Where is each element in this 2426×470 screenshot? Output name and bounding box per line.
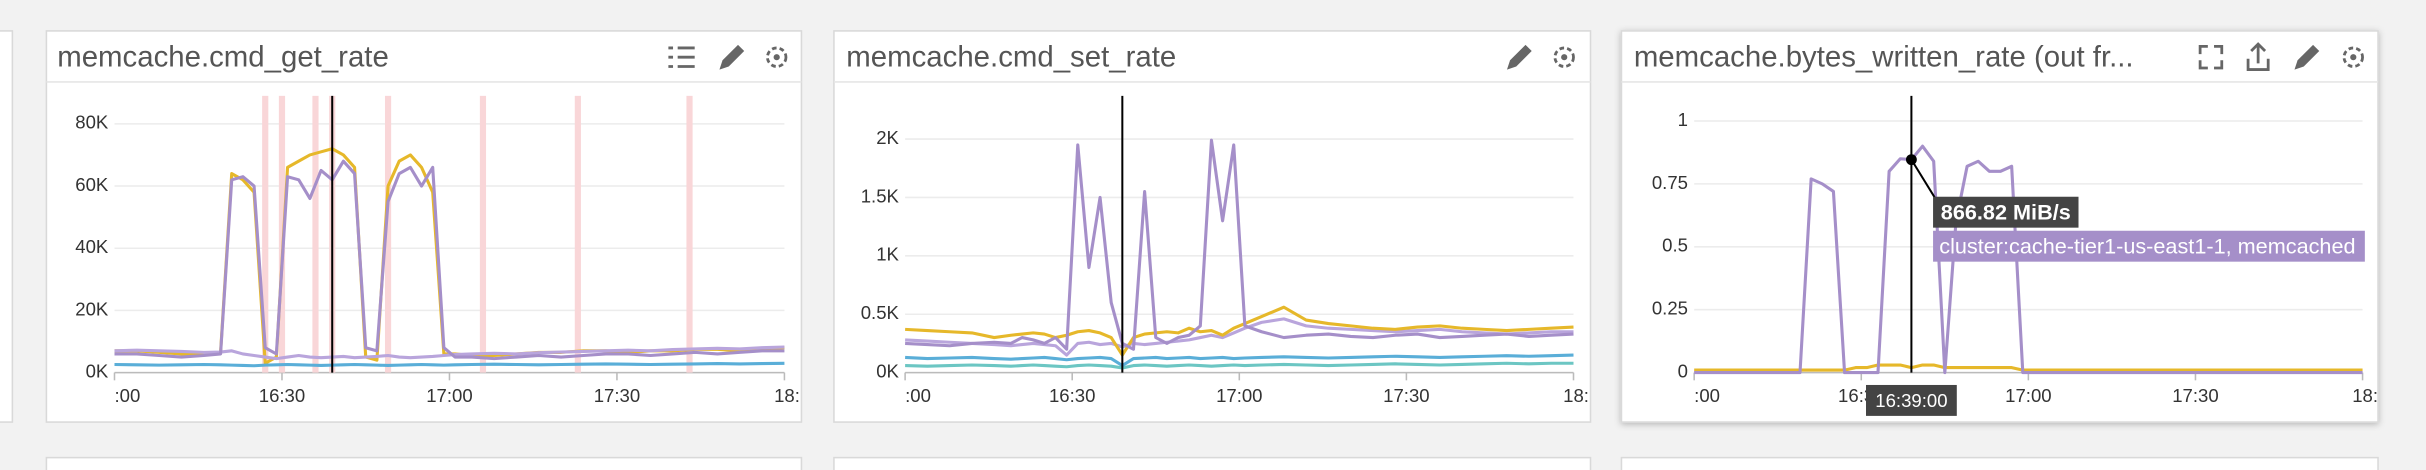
tooltip-value: 866.82 MiB/s (1941, 199, 2071, 224)
series-line (114, 159, 785, 361)
y-tick-label: 60K (75, 174, 109, 195)
tooltip-time-box (1866, 384, 1957, 416)
settings-icon[interactable] (1553, 46, 1575, 68)
tooltip-series-box (1933, 230, 2365, 262)
partial-panel (1620, 456, 2379, 470)
partial-panel (0, 30, 14, 423)
y-tick-label: 0.25 (1652, 298, 1688, 319)
x-tick-label: 16:30 (1049, 385, 1095, 406)
series-line (905, 361, 1574, 370)
x-tick-label: 17:00 (426, 385, 472, 406)
series-line (905, 317, 1574, 357)
tooltip-pointer (1910, 159, 1938, 201)
settings-icon[interactable] (2342, 46, 2364, 68)
x-tick-label: 17:30 (2172, 385, 2218, 406)
partial-panel (833, 456, 1592, 470)
y-tick-label: 0 (1678, 361, 1688, 382)
partial-panel (45, 456, 803, 470)
panel-title: memcache.bytes_written_rate (out fr... (1634, 41, 2134, 74)
event-marker (384, 95, 392, 373)
x-tick-label: 17:00 (1216, 385, 1262, 406)
series-line (905, 138, 1574, 351)
event-marker (312, 95, 319, 373)
y-tick-label: 40K (75, 236, 109, 257)
expand-icon[interactable] (2198, 44, 2224, 70)
tooltip-time: 16:39:00 (1875, 390, 1947, 411)
y-tick-label: 80K (75, 112, 109, 133)
x-tick-label: 18: (2352, 385, 2378, 406)
x-tick-label: 18: (774, 385, 800, 406)
tooltip: 866.82 MiB/s cluster:cache-tier1-us-east1… (1933, 196, 2365, 262)
y-tick-label: 0K (876, 361, 899, 382)
series-line (114, 361, 785, 368)
y-tick-label: 0.75 (1652, 172, 1688, 193)
panel-title: memcache.cmd_get_rate (57, 41, 389, 74)
y-tick-label: 0.5K (861, 302, 900, 323)
x-tick-label: 18: (1563, 385, 1589, 406)
share-icon[interactable] (2246, 42, 2270, 71)
event-marker (278, 95, 286, 373)
y-tick-label: 0.5 (1662, 235, 1688, 256)
x-tick-label: :00 (114, 385, 140, 406)
y-tick-label: 20K (75, 298, 109, 319)
event-marker (262, 95, 269, 373)
settings-icon[interactable] (766, 46, 788, 68)
event-marker (686, 95, 693, 373)
y-tick-label: 0K (86, 361, 109, 382)
x-tick-label: 17:00 (2005, 385, 2051, 406)
y-tick-label: 1K (876, 244, 899, 265)
x-tick-label: 16:30 (259, 385, 305, 406)
event-marker (574, 95, 581, 373)
x-tick-label: 17:30 (1383, 385, 1429, 406)
tooltip-point (1905, 154, 1917, 166)
series-line (1694, 363, 2363, 372)
series-line (1694, 144, 2363, 375)
edit-icon[interactable] (719, 44, 745, 70)
y-tick-label: 1 (1678, 109, 1688, 130)
y-tick-label: 1.5K (861, 185, 900, 206)
series-line (905, 305, 1574, 357)
x-tick-label: :00 (1694, 385, 1720, 406)
x-tick-label: 17:30 (594, 385, 640, 406)
tooltip-value-box (1933, 196, 2079, 228)
x-tick-label: :00 (905, 385, 931, 406)
tooltip-series: cluster:cache-tier1-us-east1-1, memcache… (1939, 233, 2355, 258)
edit-icon[interactable] (2294, 44, 2320, 70)
edit-icon[interactable] (1506, 44, 1532, 70)
panel-title: memcache.cmd_set_rate (846, 41, 1176, 74)
y-tick-label: 2K (876, 127, 899, 148)
event-marker (479, 95, 487, 373)
series-line (905, 353, 1574, 368)
series-line (114, 345, 785, 361)
list-icon[interactable] (668, 46, 695, 68)
